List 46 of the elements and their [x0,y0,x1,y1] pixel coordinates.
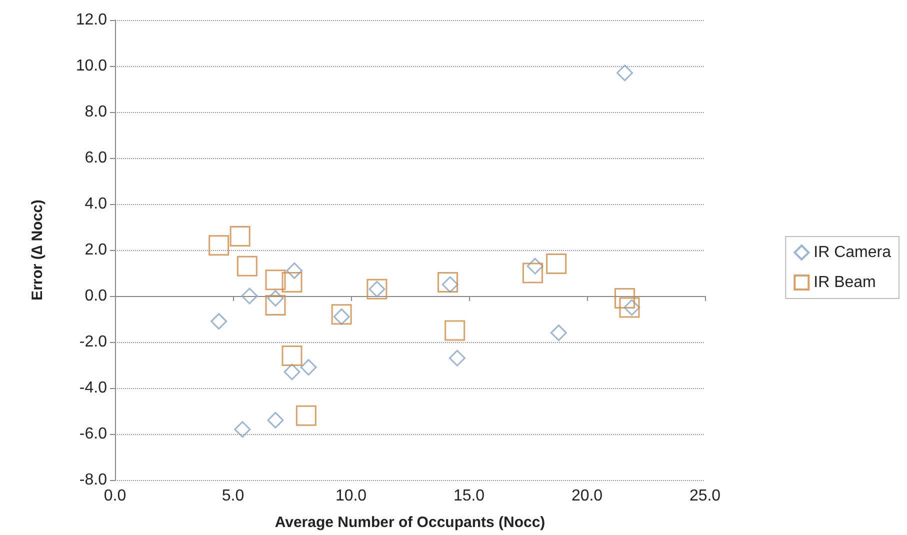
point [300,359,317,376]
x-axis-title: Average Number of Occupants (Nocc) [274,514,546,531]
y-tick-label: 2.0 [84,242,108,258]
point [267,412,284,428]
point [546,254,567,274]
legend-label: IR Camera [814,244,892,261]
point [286,262,303,279]
y-tick-label: 10.0 [76,58,108,74]
y-tick-label: 12.0 [76,12,108,28]
y-tick-label: 6.0 [84,150,108,166]
point [210,313,228,330]
point [614,288,636,309]
y-tick-label: 4.0 [84,196,108,212]
point [438,272,458,292]
point [282,346,302,366]
point [208,235,230,256]
point [331,304,352,325]
y-tick-label: -2.0 [79,334,108,350]
x-tick-label: 20.0 [571,488,603,504]
point [444,320,466,341]
x-tick-label: 5.0 [222,488,244,504]
y-tick-label: 8.0 [84,104,108,120]
point [230,226,250,246]
point [241,288,258,304]
x-tick-label: 15.0 [453,488,485,504]
x-tick-label: 0.0 [104,488,126,504]
y-tick-label: -8.0 [79,472,108,488]
x-tick-label: 10.0 [335,488,367,504]
point [296,405,316,426]
point [619,297,640,318]
point [234,421,251,438]
point [282,272,302,292]
y-tick-label: -4.0 [79,380,108,396]
point [265,270,286,290]
point [265,294,286,316]
point [448,350,466,366]
y-tick-label: -6.0 [79,426,108,442]
point [550,324,567,342]
y-tick-label: 0.0 [84,288,108,304]
point [616,64,634,82]
point [236,256,258,276]
point [522,262,543,284]
x-tick-label: 25.0 [689,488,721,504]
legend-label: IR Beam [814,274,876,291]
y-axis-title: Error (∆ Nocc) [29,200,46,300]
point [284,364,300,380]
